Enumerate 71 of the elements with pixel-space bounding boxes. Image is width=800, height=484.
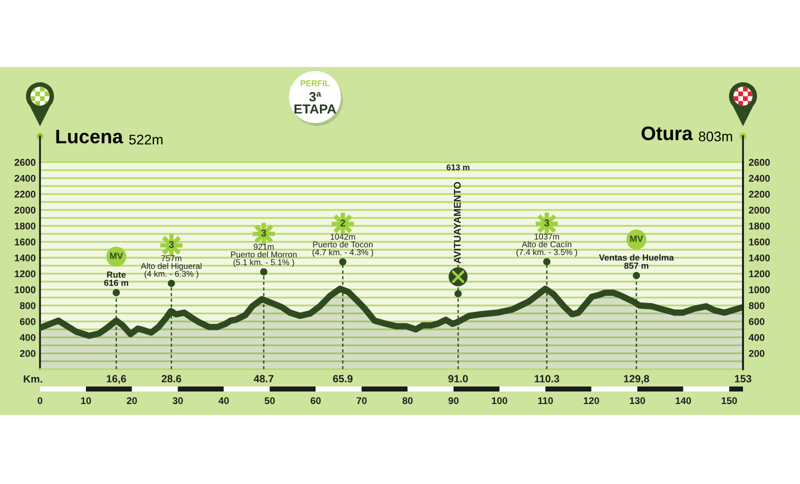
- x-tick-label: 0: [38, 397, 42, 404]
- x-tick-label: 20: [126, 397, 137, 404]
- ref-line-label: 1037m Alto de Cacín (7.4 km. - 3.5% ): [516, 234, 578, 257]
- x-tick-label: 150: [722, 397, 737, 404]
- x-tick-label: 90: [448, 397, 459, 404]
- x-tick-label: 50: [264, 397, 275, 404]
- y2-tick-label: 1600: [749, 238, 770, 246]
- x-tick-label: 80: [402, 397, 413, 404]
- y2-tick-label: 1000: [749, 286, 770, 294]
- x-tick-label: 30: [172, 397, 183, 404]
- x2-tick-label: 48.7: [254, 375, 274, 382]
- x-tick-label: 120: [584, 397, 600, 404]
- text: Lucena: [56, 130, 124, 144]
- y-tick-label: 1600: [14, 238, 36, 246]
- x2-tick-label: 65.9: [333, 375, 353, 382]
- text: Otura: [642, 126, 693, 140]
- text: 803m: [698, 132, 732, 142]
- y2-tick-label: 1200: [749, 270, 770, 278]
- x-tick-label: 10: [81, 397, 91, 404]
- annotation: MV: [630, 236, 644, 242]
- y-tick-label: 2000: [14, 206, 36, 214]
- annotation: 3: [168, 241, 174, 248]
- y-tick-label: 200: [20, 350, 36, 357]
- ref-line-label: AVITUAYAMENTO: [454, 182, 461, 264]
- chart-title: PERFIL: [300, 80, 330, 86]
- y2-tick-label: 1400: [749, 254, 770, 262]
- ref-line-label: 757m Alto del Higueral (4 km. - 6.3% ): [140, 255, 202, 278]
- x-tick-label: 100: [492, 397, 508, 404]
- text: 522m: [129, 134, 162, 145]
- ref-line-label: Rute 616 m: [104, 272, 128, 286]
- ref-line-label: Ventas de Huelma 857 m: [599, 254, 674, 269]
- x2-tick-label: 28.6: [162, 375, 182, 382]
- annotation: 3: [261, 230, 266, 236]
- x2-tick-label: 110.3: [534, 375, 560, 382]
- y2-tick-label: 2200: [748, 190, 770, 198]
- y2-tick-label: 2400: [748, 174, 770, 182]
- x-tick-label: 40: [218, 397, 229, 404]
- y-tick-label: 2600: [14, 158, 36, 166]
- annotation: 2: [340, 220, 346, 226]
- x2-tick-label: 91.0: [448, 375, 468, 382]
- y2-tick-label: 200: [748, 350, 764, 357]
- y2-tick-label: 800: [748, 302, 764, 310]
- y-tick-label: 800: [20, 302, 36, 310]
- annotation: 613 m: [446, 164, 470, 170]
- x2-tick-label: 129,8: [624, 375, 650, 384]
- y-tick-label: 2200: [14, 190, 36, 198]
- y-tick-label: 2400: [14, 174, 36, 182]
- x-tick-label: 70: [356, 397, 367, 404]
- y2-tick-label: 2000: [748, 206, 770, 214]
- x-tick-label: 60: [310, 397, 321, 404]
- ref-line-label: 921m Puerto del Morron (5.1 km. - 5.1% ): [231, 244, 297, 267]
- y-tick-label: 1400: [14, 254, 36, 262]
- x2-tick-label: 153: [734, 375, 752, 382]
- y-tick-label: 1200: [14, 270, 36, 278]
- y-tick-label: 1800: [14, 222, 36, 230]
- x2-axis-title: Km.: [24, 375, 42, 383]
- y-tick-label: 1000: [14, 286, 36, 294]
- annotation: 3: [544, 219, 550, 226]
- x-tick-label: 130: [630, 397, 646, 404]
- y2-tick-label: 600: [748, 318, 764, 326]
- chart-subtitle: 3ª ETAPA: [294, 92, 336, 114]
- x2-tick-label: 16,6: [106, 375, 126, 384]
- ref-line-label: 1042m Puerto de Tocon (4.7 km. - 4.3% ): [312, 234, 374, 257]
- y2-tick-label: 1800: [749, 222, 770, 230]
- annotation: MV: [110, 252, 123, 259]
- y2-tick-label: 400: [748, 334, 764, 341]
- x-tick-label: 140: [676, 397, 691, 404]
- y2-tick-label: 2600: [748, 158, 770, 166]
- y-tick-label: 600: [20, 318, 36, 326]
- x-tick-label: 110: [538, 397, 553, 404]
- y-tick-label: 400: [20, 334, 36, 341]
